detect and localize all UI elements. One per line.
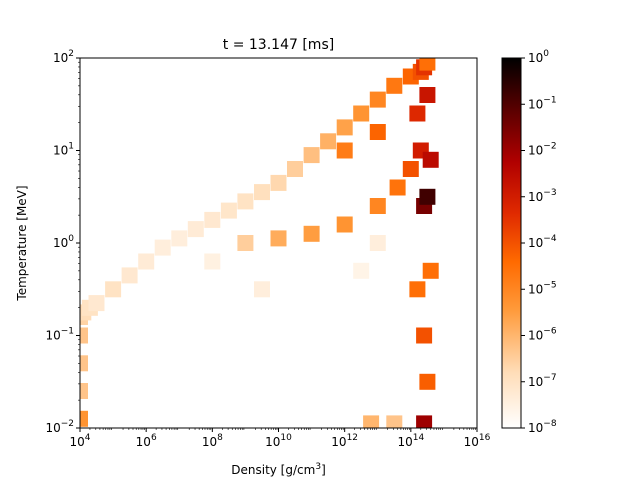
x-axis-label: Density [g/cm3] <box>231 462 326 477</box>
x-tick-label: 1012 <box>331 433 358 449</box>
y-tick-label: 102 <box>53 49 74 65</box>
heatmap-cell <box>336 216 353 233</box>
colorbar <box>501 57 522 429</box>
heatmap-cell <box>386 415 403 428</box>
heatmap-cell <box>386 77 403 94</box>
heatmap-cell <box>422 262 439 279</box>
heatmap-cell <box>363 415 380 428</box>
heatmap-cell <box>154 239 171 256</box>
heatmap-cell <box>270 230 287 247</box>
x-tick-label: 1014 <box>397 433 424 449</box>
heatmap-cell <box>105 281 122 298</box>
heatmap-cell <box>88 295 105 312</box>
heatmap-cell <box>353 262 370 279</box>
heatmap-cell <box>237 193 254 210</box>
y-tick-label: 101 <box>53 142 74 158</box>
y-tick-label: 10−1 <box>45 327 74 343</box>
heatmap-cell <box>369 235 386 251</box>
heatmap-cell <box>80 383 88 399</box>
y-tick-label: 10−2 <box>45 419 74 435</box>
heatmap-cell <box>254 281 270 298</box>
colorbar-tick-label: 10−7 <box>528 373 557 389</box>
heatmap-cell <box>419 87 436 103</box>
colorbar-tick-label: 10−4 <box>528 234 557 250</box>
heatmap-cells <box>80 58 439 428</box>
heatmap-cell <box>80 327 88 344</box>
heatmap-cell <box>270 174 287 191</box>
x-tick-label: 1010 <box>265 433 292 449</box>
heatmap-cell <box>369 91 386 108</box>
colorbar-tick-label: 10−8 <box>528 419 557 435</box>
y-tick-label: 100 <box>53 234 74 250</box>
heatmap-cell <box>320 133 337 150</box>
x-axis-ticks: 104 106 108 1010 1012 1014 1016 <box>69 428 491 449</box>
x-tick-label: 108 <box>202 433 223 449</box>
heatmap-cell <box>80 410 88 427</box>
heatmap-cell <box>204 211 221 228</box>
heatmap-cell <box>409 105 426 122</box>
x-tick-label: 104 <box>69 433 90 449</box>
colorbar-tick-label: 10−1 <box>528 95 557 111</box>
x-tick-label: 106 <box>136 433 157 449</box>
colorbar-ticks: 100 10−1 10−2 10−3 10−4 10−5 10−6 10−7 10−8 <box>521 49 557 435</box>
x-tick-label: 1016 <box>464 433 491 449</box>
heatmap-cell <box>419 188 436 205</box>
heatmap-cell <box>171 230 188 247</box>
colorbar-tick-label: 100 <box>528 49 549 65</box>
heatmap-cell <box>204 253 221 270</box>
chart-title: t = 13.147 [ms] <box>223 37 334 53</box>
heatmap-cell <box>336 119 353 136</box>
heatmap-cell <box>422 151 439 168</box>
y-axis-label: Temperature [MeV] <box>15 185 29 301</box>
heatmap-cell <box>220 202 237 219</box>
colorbar-tick-label: 10−6 <box>528 327 557 343</box>
heatmap-cell <box>303 225 320 242</box>
heatmap-cell <box>353 105 370 122</box>
heatmap-cell <box>419 373 436 390</box>
heatmap-cell <box>138 253 155 270</box>
heatmap-cell <box>416 327 433 344</box>
colorbar-tick-label: 10−3 <box>528 188 557 204</box>
heatmap-cell <box>416 415 433 428</box>
heatmap-cell <box>389 179 406 196</box>
heatmap-cell <box>303 147 320 164</box>
colorbar-tick-label: 10−2 <box>528 142 557 158</box>
heatmap-cell <box>254 184 270 201</box>
heatmap-cell <box>187 221 204 238</box>
colorbar-tick-label: 10−5 <box>528 280 557 296</box>
heatmap-cell <box>287 161 303 177</box>
heatmap-cell <box>121 267 138 284</box>
heatmap-cell <box>369 198 386 214</box>
heatmap-cell <box>409 281 426 298</box>
heatmap-cell <box>419 58 436 71</box>
heatmap-cell <box>336 142 353 159</box>
heatmap-cell <box>80 355 88 372</box>
heatmap-cell <box>369 124 386 140</box>
heatmap-cell <box>402 161 419 177</box>
y-axis-ticks: 10−2 10−1 100 101 102 <box>45 49 80 435</box>
heatmap-cell <box>237 235 254 251</box>
